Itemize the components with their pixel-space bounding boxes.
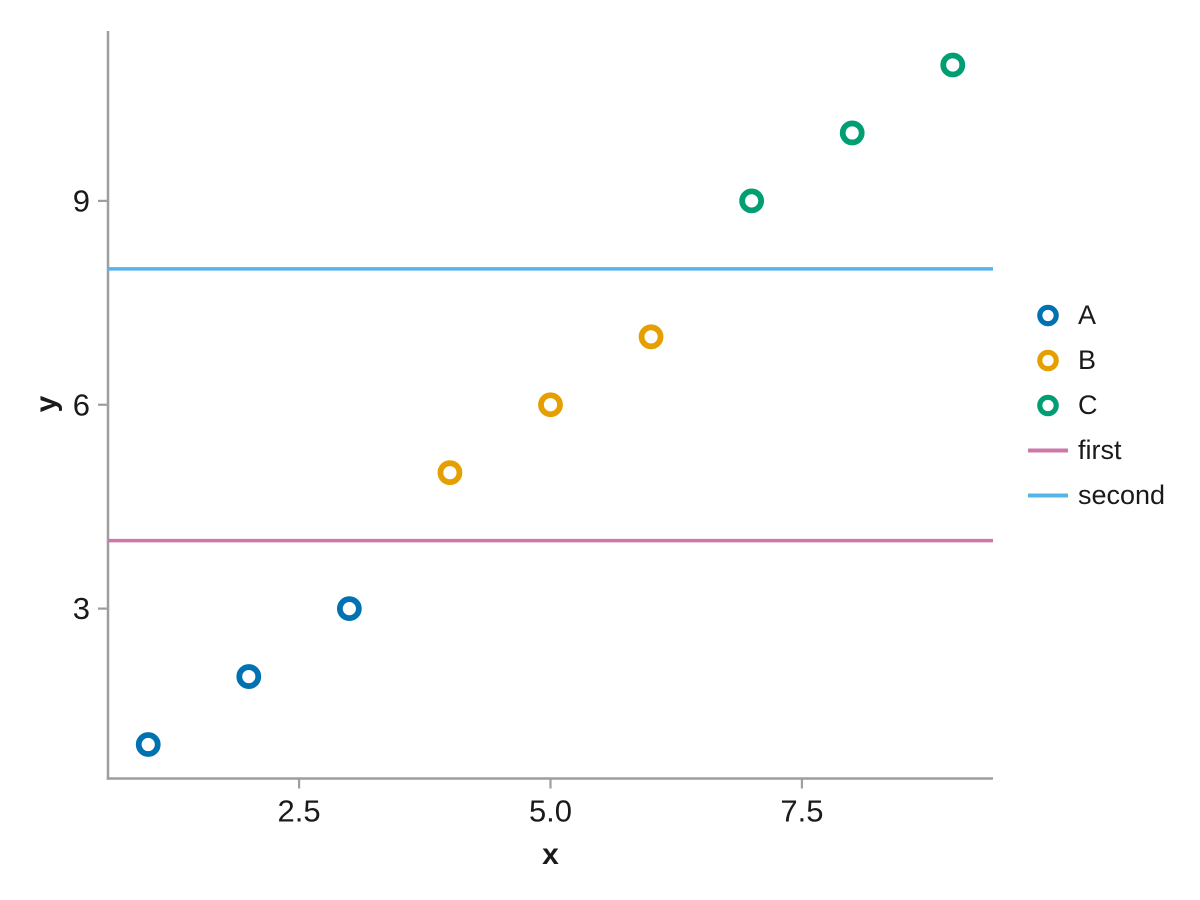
point-C-0 [739,188,765,214]
x-tick-label-2: 7.5 [780,794,823,829]
legend-item-first: first [1028,428,1165,473]
legend-item-b: B [1028,338,1165,383]
legend-item-c: C [1028,383,1165,428]
y-tick-label-0: 3 [73,591,90,626]
point-B-0 [437,460,463,486]
point-B-1 [538,392,563,418]
legend-label-c: C [1078,390,1098,420]
y-axis-label: y [30,395,63,413]
point-B-2 [638,324,664,350]
point-A-2 [336,596,362,622]
legend-item-second: second [1028,473,1165,518]
y-tick-label-1: 6 [73,387,90,422]
legend-label-first: first [1078,435,1122,465]
point-C-1 [839,120,865,146]
legend-label-a: A [1078,300,1097,330]
legend-item-a: A [1028,293,1165,338]
hline-second-line-icon [1028,493,1068,498]
legend-label-b: B [1078,345,1097,375]
x-axis-label: x [542,838,559,871]
legend-label-second: second [1078,480,1166,510]
legend: A B C first second [1028,293,1165,518]
series-c-marker-icon [1037,394,1059,417]
y-tick-label-2: 9 [73,183,90,218]
series-a-marker-icon [1037,304,1059,327]
x-tick-label-1: 5.0 [529,794,572,829]
point-A-0 [135,732,161,757]
x-tick-label-0: 2.5 [278,794,321,829]
point-C-2 [940,52,966,78]
hline-first-line-icon [1028,448,1068,453]
point-A-1 [236,664,262,689]
series-b-marker-icon [1037,349,1059,372]
